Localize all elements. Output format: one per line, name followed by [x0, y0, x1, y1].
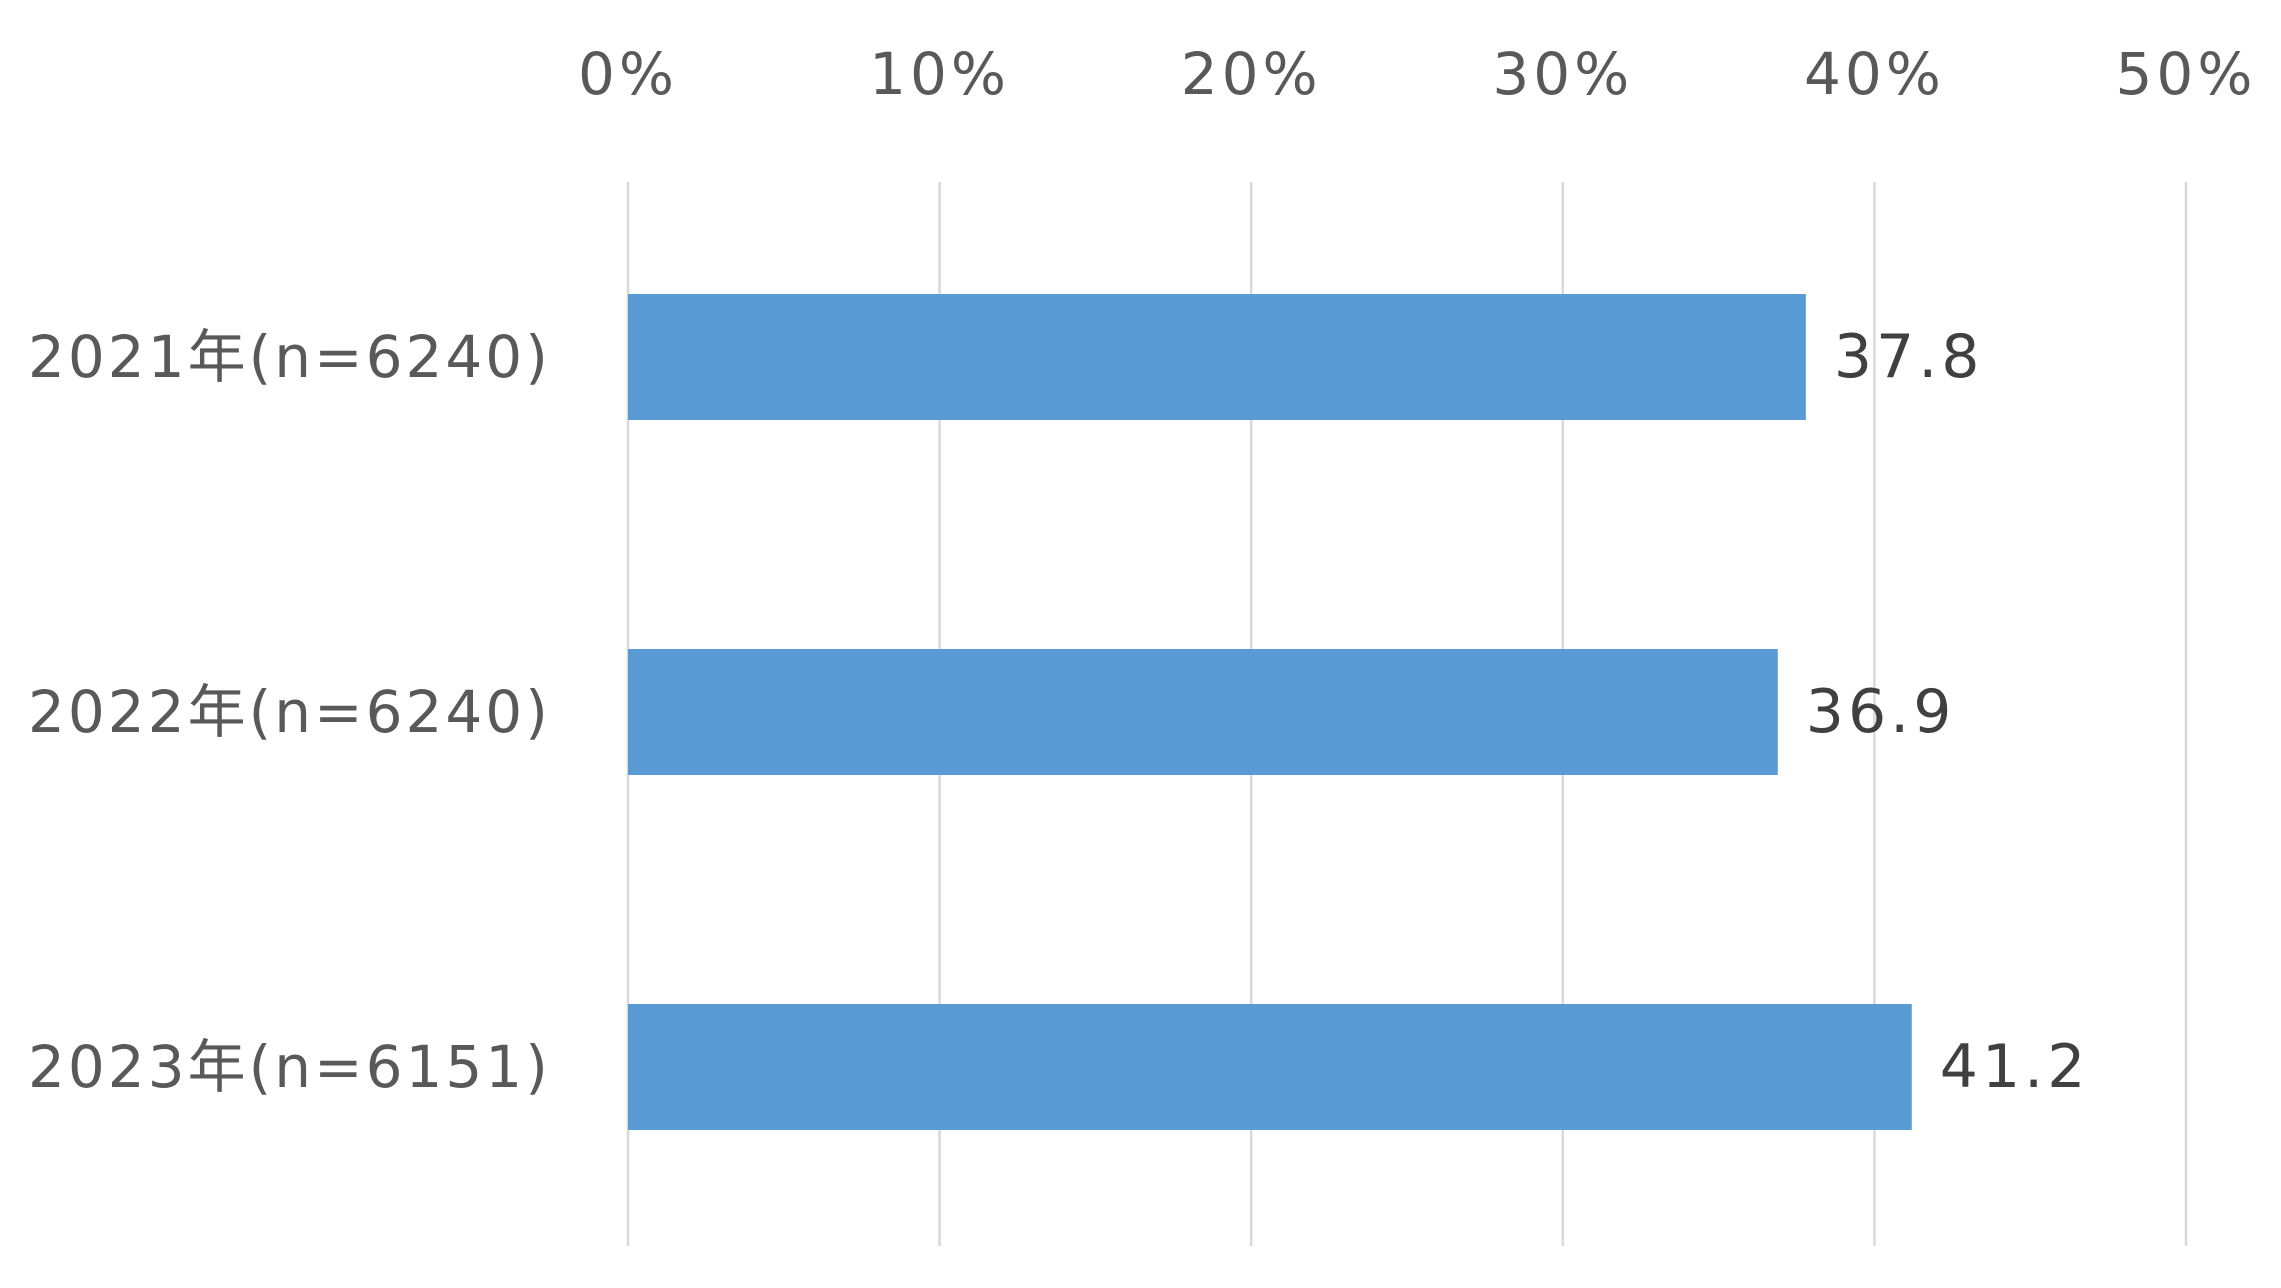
category-labels: 2021年(n=6240) 2022年(n=6240) 2023年(n=6151) [28, 323, 551, 1101]
x-tick-label: 50% [2116, 40, 2257, 108]
category-label: 2022年(n=6240) [28, 678, 551, 746]
x-axis-ticks: 0% 10% 20% 30% 40% 50% [578, 40, 2257, 108]
data-label: 37.8 [1834, 322, 1984, 392]
x-tick-label: 40% [1804, 40, 1945, 108]
x-tick-label: 0% [578, 40, 678, 108]
bars [628, 294, 1912, 1130]
data-label: 36.9 [1806, 677, 1956, 747]
x-tick-label: 10% [869, 40, 1010, 108]
category-label: 2023年(n=6151) [28, 1033, 551, 1101]
bar [628, 294, 1806, 420]
bar [628, 1004, 1912, 1130]
bar [628, 649, 1778, 775]
value-labels: 37.8 36.9 41.2 [1806, 322, 2090, 1102]
x-tick-label: 30% [1492, 40, 1633, 108]
category-label: 2021年(n=6240) [28, 323, 551, 391]
data-label: 41.2 [1940, 1032, 2090, 1102]
x-tick-label: 20% [1181, 40, 1322, 108]
